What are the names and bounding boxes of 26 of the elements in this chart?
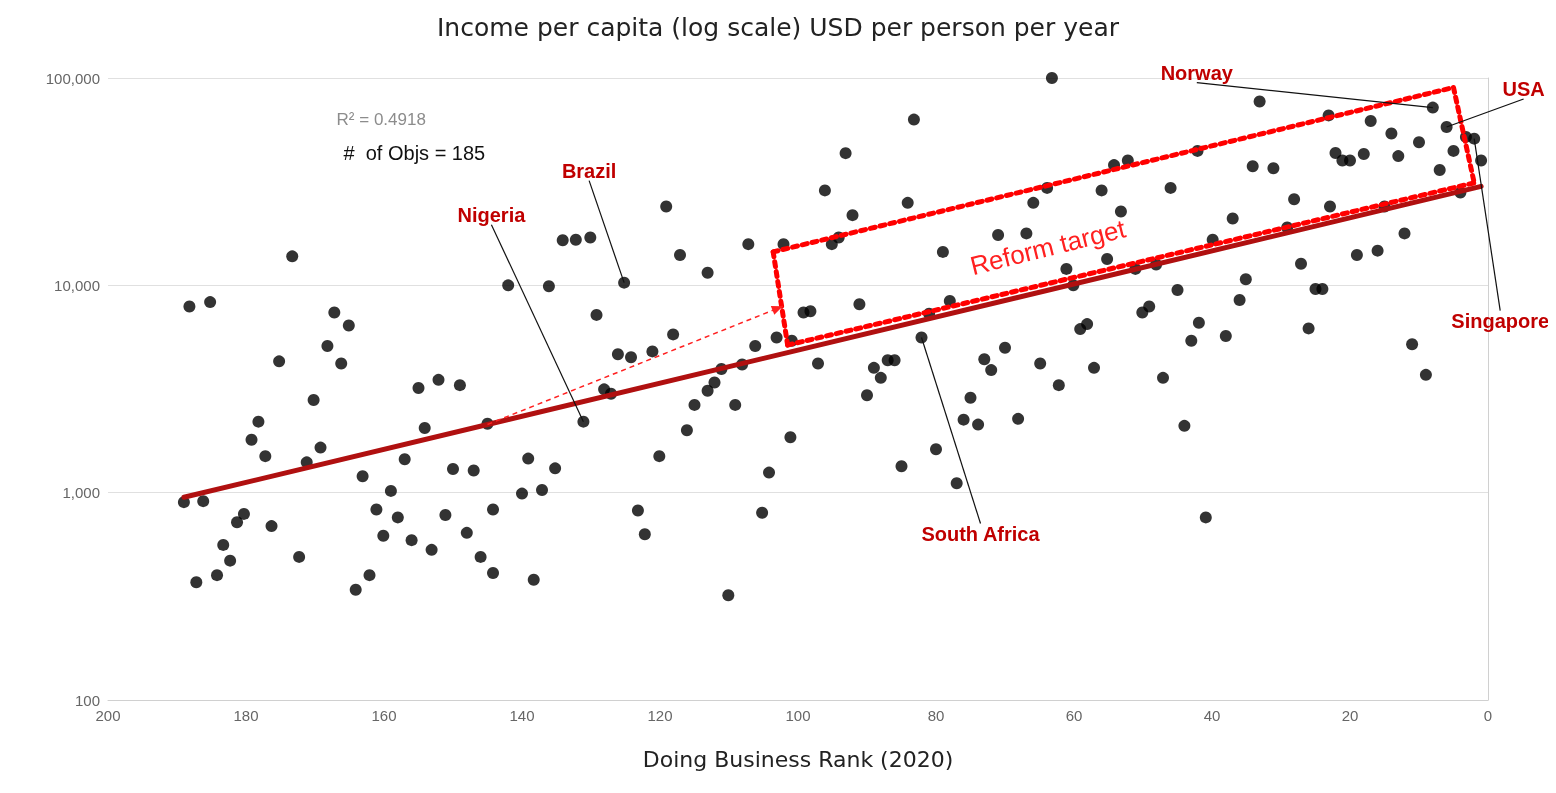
x-tick-label: 160 — [371, 707, 397, 724]
annotation: # of Objs = 185 — [343, 142, 486, 165]
x-tick-label: 80 — [927, 707, 945, 724]
y-tick-label: 100 — [74, 691, 100, 709]
annotation: South Africa — [921, 522, 1041, 545]
x-axis-title: Doing Business Rank (2020) — [642, 746, 954, 772]
x-tick-label: 100 — [785, 707, 811, 724]
x-tick-label: 40 — [1203, 707, 1221, 724]
annotation: Singapore — [1451, 309, 1550, 332]
annotation: Nigeria — [457, 203, 527, 226]
annotation: R² = 0.4918 — [336, 109, 426, 129]
x-tick-label: 0 — [1483, 707, 1493, 724]
x-tick-label: 120 — [647, 707, 673, 724]
annotation: Brazil — [561, 159, 617, 182]
chart-title: Income per capita (log scale) USD per person per year — [436, 13, 1120, 42]
y-tick-label: 10,000 — [54, 276, 100, 294]
annotation: USA — [1502, 78, 1545, 101]
annotation: Reform target — [967, 213, 1130, 281]
y-tick-label: 100,000 — [45, 69, 100, 87]
x-tick-label: 180 — [233, 707, 259, 724]
y-tick-label: 1,000 — [62, 484, 100, 502]
x-tick-label: 60 — [1065, 707, 1083, 724]
x-tick-label: 140 — [509, 707, 535, 724]
x-tick-label: 200 — [95, 707, 121, 724]
annotation: Norway — [1160, 61, 1234, 84]
x-tick-label: 20 — [1341, 707, 1359, 724]
